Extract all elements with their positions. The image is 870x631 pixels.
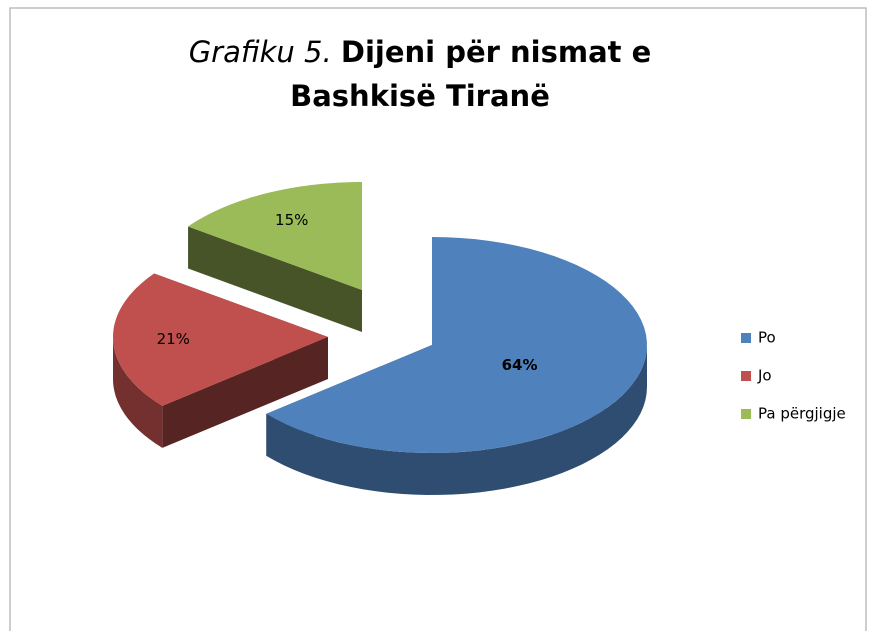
legend-swatch xyxy=(741,409,751,419)
data-label: 64% xyxy=(502,356,538,374)
slice-side xyxy=(162,337,328,448)
legend-swatch xyxy=(741,371,751,381)
slice xyxy=(188,182,362,290)
data-label: 15% xyxy=(275,211,308,229)
slice xyxy=(266,237,647,453)
slice-wall xyxy=(266,345,647,495)
legend-label: Jo xyxy=(757,367,772,385)
chart-title: Grafiku 5. Dijeni për nismat e Bashkisë … xyxy=(150,30,690,118)
legend-label: Po xyxy=(758,329,776,347)
slice xyxy=(113,273,328,406)
legend-swatch xyxy=(741,333,751,343)
title-text: Dijeni për nismat e Bashkisë Tiranë xyxy=(290,35,652,113)
frame xyxy=(9,7,867,631)
slice-side xyxy=(188,226,362,332)
slice-wall xyxy=(113,337,163,448)
title-number: Grafiku 5. xyxy=(188,35,332,69)
data-label: 21% xyxy=(157,330,190,348)
legend-label: Pa përgjigje xyxy=(758,405,846,423)
